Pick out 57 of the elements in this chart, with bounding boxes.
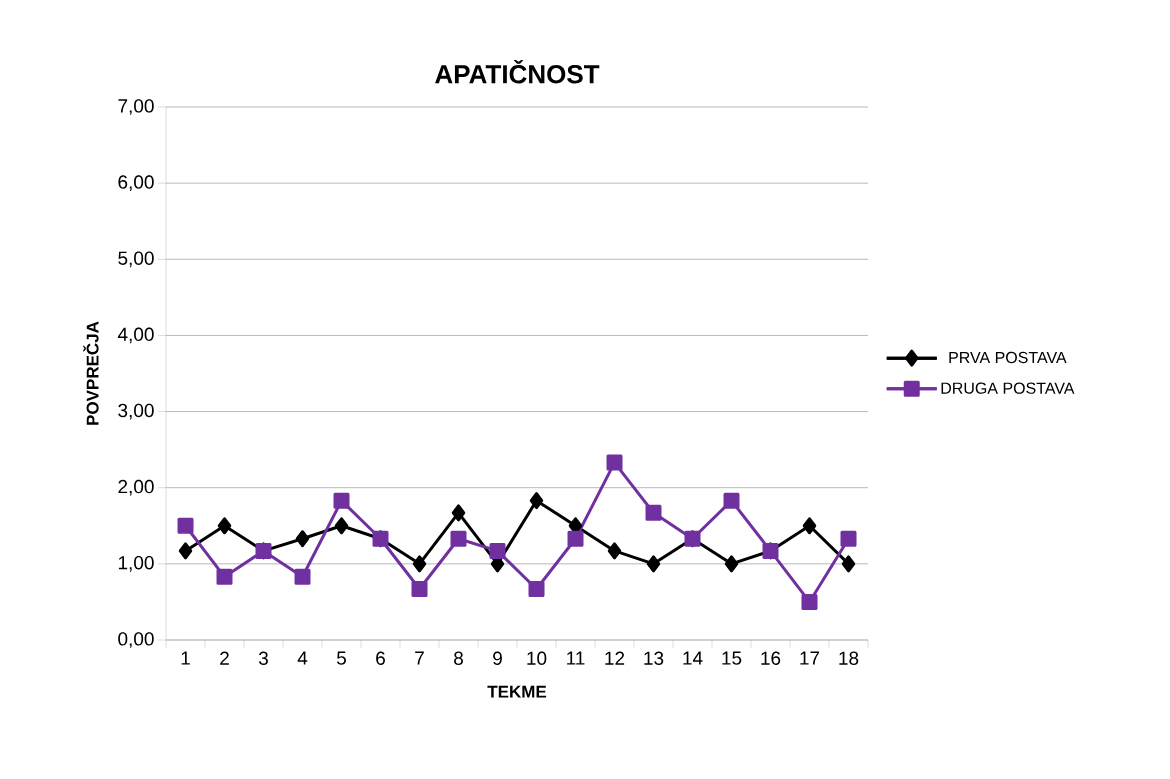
point xyxy=(334,517,349,535)
point xyxy=(450,530,467,547)
point xyxy=(178,542,193,560)
point xyxy=(451,504,466,522)
point xyxy=(645,504,662,521)
point xyxy=(489,542,506,559)
x-tick-label: 18 xyxy=(839,651,859,665)
x-tick-label: 3 xyxy=(258,651,268,665)
y-tick-label: 2,00 xyxy=(118,479,154,496)
x-tick-label: 2 xyxy=(220,651,229,665)
x-tick-label: 15 xyxy=(722,651,742,665)
x-tick-label: 7 xyxy=(415,651,424,665)
point xyxy=(841,555,856,573)
point xyxy=(295,530,310,548)
x-tick-label: 6 xyxy=(376,651,385,665)
x-tick-label: 16 xyxy=(761,651,781,665)
x-tick-label: 8 xyxy=(454,651,463,665)
y-axis-title: POVPREČJA xyxy=(83,321,99,425)
point xyxy=(216,568,233,585)
y-tick-label: 3,00 xyxy=(118,403,154,420)
point xyxy=(529,492,544,510)
point xyxy=(528,580,545,597)
legend-label: PRVA POSTAVA xyxy=(949,351,1067,364)
point xyxy=(567,530,584,547)
point xyxy=(411,580,428,597)
x-tick-label: 11 xyxy=(567,651,585,665)
x-tick-label: 17 xyxy=(800,651,820,665)
y-tick-label: 6,00 xyxy=(118,175,154,191)
y-tick-label: 1,00 xyxy=(118,556,154,572)
x-tick-label: 5 xyxy=(336,651,346,665)
x-tick-label: 14 xyxy=(683,651,703,665)
point xyxy=(333,492,350,509)
point xyxy=(412,555,427,573)
point xyxy=(802,517,817,535)
x-tick-label: 13 xyxy=(644,651,664,665)
point xyxy=(724,555,739,573)
point xyxy=(607,542,622,560)
x-tick-label: 4 xyxy=(297,651,308,665)
y-tick-label: 4,00 xyxy=(117,327,154,344)
y-tick-label: 5,00 xyxy=(118,251,154,268)
x-tick-label: 12 xyxy=(605,651,625,665)
point xyxy=(646,555,661,573)
x-tick-label: 1 xyxy=(181,651,190,665)
point xyxy=(840,530,857,547)
point xyxy=(177,517,194,534)
point xyxy=(294,568,311,585)
x-axis-title: TEKME xyxy=(487,685,547,698)
point xyxy=(606,454,623,471)
point xyxy=(217,517,232,535)
y-tick-label: 7,00 xyxy=(118,99,154,115)
point xyxy=(801,593,818,610)
point xyxy=(723,492,740,509)
chart-title: APATIČNOST xyxy=(435,59,600,84)
legend-label: DRUGA POSTAVA xyxy=(941,382,1075,394)
y-tick-label: 0,00 xyxy=(118,632,154,648)
x-tick-label: 10 xyxy=(527,651,547,665)
x-tick-label: 9 xyxy=(493,651,502,665)
